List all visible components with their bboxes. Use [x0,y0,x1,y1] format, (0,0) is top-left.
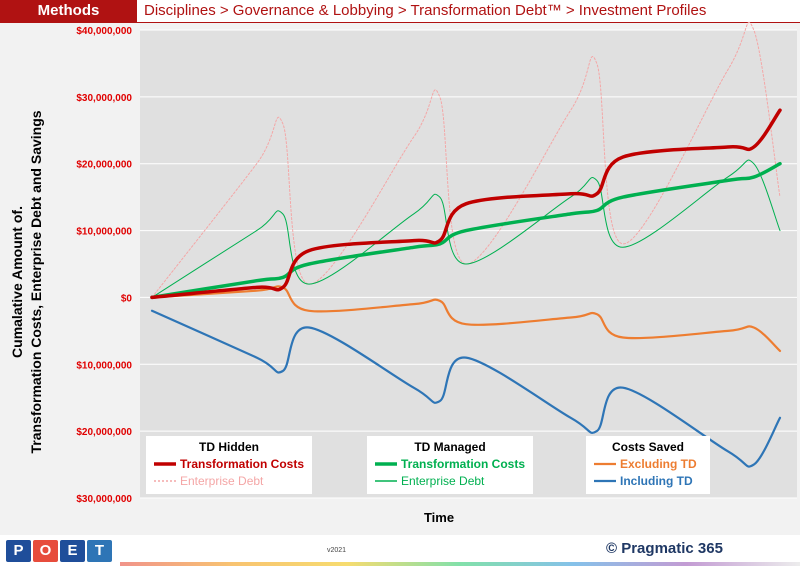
logo-letter-t: T [87,540,112,562]
logo-letter-p: P [6,540,31,562]
legend-label: Enterprise Debt [401,474,485,488]
legend-label: Enterprise Debt [180,474,264,488]
y-tick-label: $30,000,000 [76,494,132,505]
logo-letter-o: O [33,540,58,562]
legend: TD Hidden Transformation Costs Enterprise … [146,436,710,494]
logo-letter-e: E [60,540,85,562]
y-tick-label: $10,000,000 [76,360,132,371]
legend-group-title: TD Hidden [199,440,259,454]
footer [0,535,800,566]
series-line-costs-saved-excluding-td [150,285,782,352]
legend-label: Transformation Costs [180,457,304,471]
y-axis-label-line2: Transformation Costs, Enterprise Debt an… [28,110,44,453]
brand-label: © Pragmatic 365 [606,540,723,557]
y-tick-label: $20,000,000 [76,160,132,171]
version-label: v2021 [327,547,347,554]
grid-lines [140,29,797,499]
y-tick-label: $10,000,000 [76,227,132,238]
legend-label: Transformation Costs [401,457,525,471]
breadcrumb: Disciplines > Governance & Lobbying > Tr… [144,2,707,19]
y-tick-label: $30,000,000 [76,93,132,104]
header-bar: Methods Disciplines > Governance & Lobby… [0,0,800,23]
legend-group-title: Costs Saved [612,440,684,454]
methods-label[interactable]: Methods [0,0,137,22]
legend-label: Including TD [620,474,693,488]
y-tick-label: $0 [121,293,133,304]
legend-group-title: TD Managed [414,440,485,454]
series-line-td-managed-enterprise-debt [151,159,781,298]
series-lines [150,22,782,468]
series-line-td-managed-transformation-costs [150,161,782,300]
y-tick-labels: $40,000,000 $30,000,000 $20,000,000 $10,000… [76,26,132,505]
footer-decoration [120,562,800,566]
y-tick-label: $40,000,000 [76,26,132,37]
series-line-costs-saved-including-td [150,309,782,468]
series-line-td-hidden-transformation-costs [150,108,782,300]
legend-label: Excluding TD [620,457,697,471]
series-line-td-hidden-enterprise-debt [151,22,781,298]
x-axis-label: Time [424,510,454,525]
y-axis-label-line1: Cumalative Amount of. [9,206,25,358]
y-tick-label: $20,000,000 [76,427,132,438]
